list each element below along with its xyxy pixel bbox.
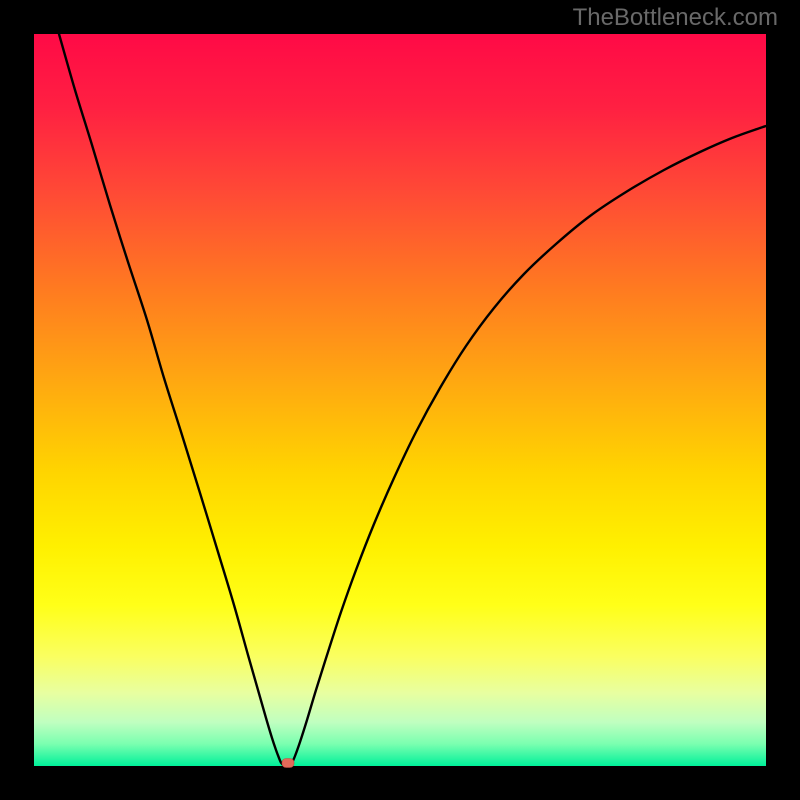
watermark-text: TheBottleneck.com xyxy=(573,4,778,32)
minimum-marker xyxy=(282,759,294,768)
plot-background xyxy=(34,34,766,766)
gradient-curve-chart xyxy=(0,0,800,800)
chart-frame: TheBottleneck.com xyxy=(0,0,800,800)
